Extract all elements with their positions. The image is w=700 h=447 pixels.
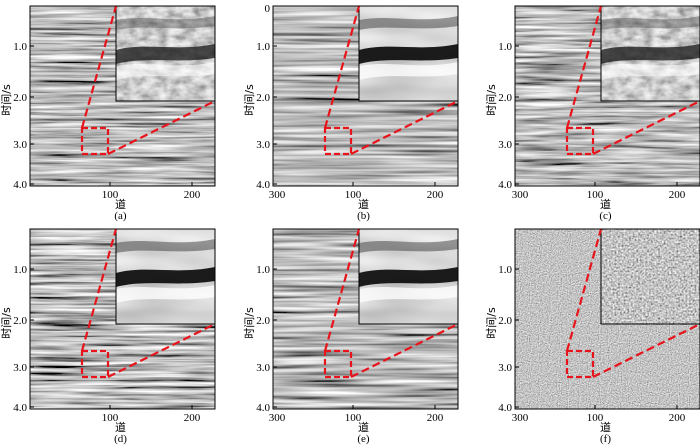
y-axis-title: 时间/s: [485, 84, 498, 116]
x-axis-title: 道: [115, 197, 126, 211]
y-tick-label: 4.0: [256, 402, 270, 414]
y-tick-label: 1.0: [256, 41, 270, 53]
zoom-inset-e: [358, 228, 459, 325]
x-tick-label: 200: [427, 412, 444, 424]
y-axis-title: 时间/s: [0, 307, 13, 339]
panel-caption: (b): [357, 210, 370, 222]
x-tick-label: 100: [345, 189, 362, 201]
y-tick-label: 2.0: [13, 315, 27, 327]
panel-caption: (e): [357, 433, 370, 445]
zoom-highlight-a: [80, 5, 216, 156]
panel-d: 1.0 2.0 3.0 4.0 100 200 300 时间/s 道(d): [0, 228, 286, 445]
y-tick-label-top: 0: [265, 3, 271, 15]
y-tick-label: 3.0: [13, 362, 27, 374]
x-axis-title: 道: [115, 420, 126, 434]
y-tick-label: 3.0: [498, 362, 512, 374]
panel-frame: [514, 228, 700, 410]
y-tick-label: 1.0: [256, 264, 270, 276]
y-tick-label: 4.0: [256, 179, 270, 191]
x-tick-label: 200: [427, 189, 444, 201]
x-tick-label: 300: [269, 189, 286, 201]
x-tick-label: 100: [587, 189, 604, 201]
panel-a: 1.0 2.0 3.0 4.0 100 200 300 时间/s 道(a): [0, 5, 286, 222]
x-tick-label: 100: [102, 412, 119, 424]
panel-b: 1.0 2.0 3.0 4.0 0 100 200 300 时间/s 道(b): [243, 3, 529, 222]
zoom-highlight-b: [323, 5, 459, 156]
zoom-inset-c: [600, 5, 700, 102]
panel-caption: (d): [114, 433, 127, 445]
y-tick-label: 4.0: [13, 179, 27, 191]
x-axis-title: 道: [600, 420, 611, 434]
panel-caption: (f): [600, 433, 611, 445]
zoom-highlight-f: [565, 228, 700, 379]
zoom-highlight-d: [80, 228, 216, 379]
y-axis-title: 时间/s: [243, 84, 256, 116]
x-tick-label: 100: [587, 412, 604, 424]
x-tick-label: 200: [669, 412, 686, 424]
y-tick-label: 4.0: [498, 402, 512, 414]
y-tick-label: 2.0: [256, 315, 270, 327]
panel-frame: [272, 5, 459, 187]
x-tick-label: 300: [512, 412, 529, 424]
zoom-inset-d: [115, 228, 216, 325]
y-tick-label: 3.0: [256, 139, 270, 151]
y-tick-label: 2.0: [498, 315, 512, 327]
x-tick-label: 200: [184, 189, 201, 201]
y-tick-label: 2.0: [256, 92, 270, 104]
panel-frame: [272, 228, 459, 410]
y-tick-label: 3.0: [498, 139, 512, 151]
panel-caption: (c): [599, 210, 612, 222]
x-tick-label: 300: [269, 412, 286, 424]
zoom-inset-f: [600, 228, 700, 325]
panel-frame: [514, 5, 700, 187]
x-axis-title: 道: [358, 197, 369, 211]
y-tick-label: 3.0: [13, 139, 27, 151]
x-tick-label: 300: [512, 189, 529, 201]
zoom-inset-b: [358, 5, 459, 102]
x-tick-label: 100: [345, 412, 362, 424]
y-tick-label: 1.0: [498, 41, 512, 53]
panel-caption: (a): [114, 210, 127, 222]
panel-frame: [29, 228, 216, 410]
y-tick-label: 4.0: [498, 179, 512, 191]
panel-f: 1.0 2.0 3.0 4.0 100 200 300 时间/s 道(f): [485, 228, 700, 445]
y-tick-label: 1.0: [13, 41, 27, 53]
x-tick-label: 100: [102, 189, 119, 201]
y-tick-label: 1.0: [13, 264, 27, 276]
x-tick-label: 200: [669, 189, 686, 201]
zoom-highlight-e: [323, 228, 459, 379]
panel-e: 1.0 2.0 3.0 4.0 100 200 300 时间/s 道(e): [243, 228, 529, 445]
panel-frame: [29, 5, 216, 187]
zoom-inset-a: [115, 5, 216, 102]
x-axis-title: 道: [358, 420, 369, 434]
y-axis-title: 时间/s: [485, 307, 498, 339]
y-tick-label: 2.0: [13, 92, 27, 104]
zoom-highlight-c: [565, 5, 700, 156]
y-tick-label: 1.0: [498, 264, 512, 276]
x-axis-title: 道: [600, 197, 611, 211]
panel-c: 1.0 2.0 3.0 4.0 100 200 300 时间/s 道(c): [485, 5, 700, 222]
y-axis-title: 时间/s: [243, 307, 256, 339]
y-tick-label: 2.0: [498, 92, 512, 104]
y-axis-title: 时间/s: [0, 84, 13, 116]
y-tick-label: 3.0: [256, 362, 270, 374]
x-tick-label: 200: [184, 412, 201, 424]
y-tick-label: 4.0: [13, 402, 27, 414]
